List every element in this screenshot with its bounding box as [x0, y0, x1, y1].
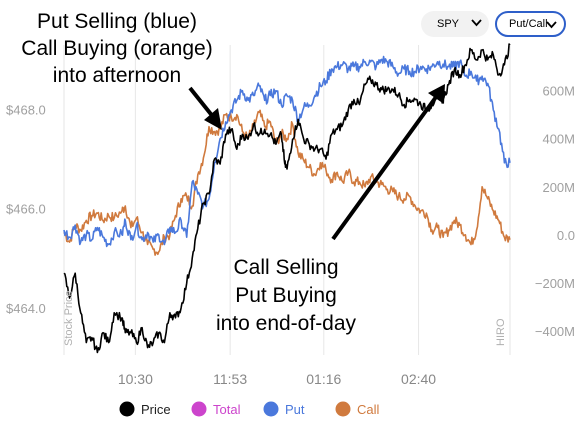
symbol-select[interactable]: SPY	[421, 11, 489, 37]
annotation-line: into end-of-day	[216, 312, 357, 335]
y-right-tick-label: 600M	[542, 84, 575, 99]
y-left-tick-label: $466.0	[6, 202, 46, 217]
chart-legend: Price Total Put Call	[119, 401, 380, 417]
legend-swatch	[263, 401, 279, 417]
legend-label: Call	[357, 402, 380, 417]
x-tick-label: 02:40	[401, 371, 436, 387]
annotation-line: Put Buying	[235, 284, 337, 307]
annotation-line: Put Selling (blue)	[37, 10, 197, 33]
mode-select[interactable]: Put/Call	[495, 11, 566, 37]
y-left-tick-label: $464.0	[6, 301, 46, 316]
annotation-top: Put Selling (blue) Call Buying (orange) …	[21, 10, 212, 87]
annotation-bottom: Call Selling Put Buying into end-of-day	[216, 256, 357, 335]
arrow-icon	[188, 86, 222, 130]
series-line-put	[63, 55, 511, 248]
legend-swatch	[119, 401, 135, 417]
y-right-tick-label: 200M	[542, 180, 575, 195]
y-right-tick-label: 0.0	[557, 228, 575, 243]
legend-label: Total	[213, 402, 241, 417]
symbol-select-value: SPY	[437, 18, 460, 30]
annotation-line: Call Selling	[233, 256, 338, 279]
legend-swatch	[335, 401, 351, 417]
left-axis: $468.0 $466.0 $464.0	[6, 102, 46, 315]
arrow-icon	[331, 84, 445, 241]
y-right-tick-label: −200M	[535, 276, 575, 291]
annotation-line: into afternoon	[53, 64, 181, 87]
right-axis-vertical-label: HIRO	[495, 318, 507, 346]
y-left-tick-label: $468.0	[6, 102, 46, 117]
legend-swatch	[191, 401, 207, 417]
x-axis: 10:30 11:53 01:16 02:40	[118, 371, 436, 387]
series-line-call	[63, 109, 511, 256]
chevron-down-icon	[471, 19, 482, 27]
x-tick-label: 01:16	[306, 371, 341, 387]
legend-label: Put	[285, 402, 305, 417]
right-axis: 600M 400M 200M 0.0 −200M −400M	[535, 84, 575, 339]
mode-select-value: Put/Call	[509, 18, 548, 30]
y-right-tick-label: 400M	[542, 132, 575, 147]
y-right-tick-label: −400M	[535, 324, 575, 339]
chevron-down-icon	[546, 21, 557, 29]
chart-grid	[63, 45, 511, 355]
x-tick-label: 10:30	[118, 371, 153, 387]
annotation-line: Call Buying (orange)	[21, 37, 212, 60]
legend-label: Price	[141, 402, 171, 417]
x-tick-label: 11:53	[213, 371, 247, 387]
left-axis-vertical-label: Stock Price	[63, 290, 75, 346]
